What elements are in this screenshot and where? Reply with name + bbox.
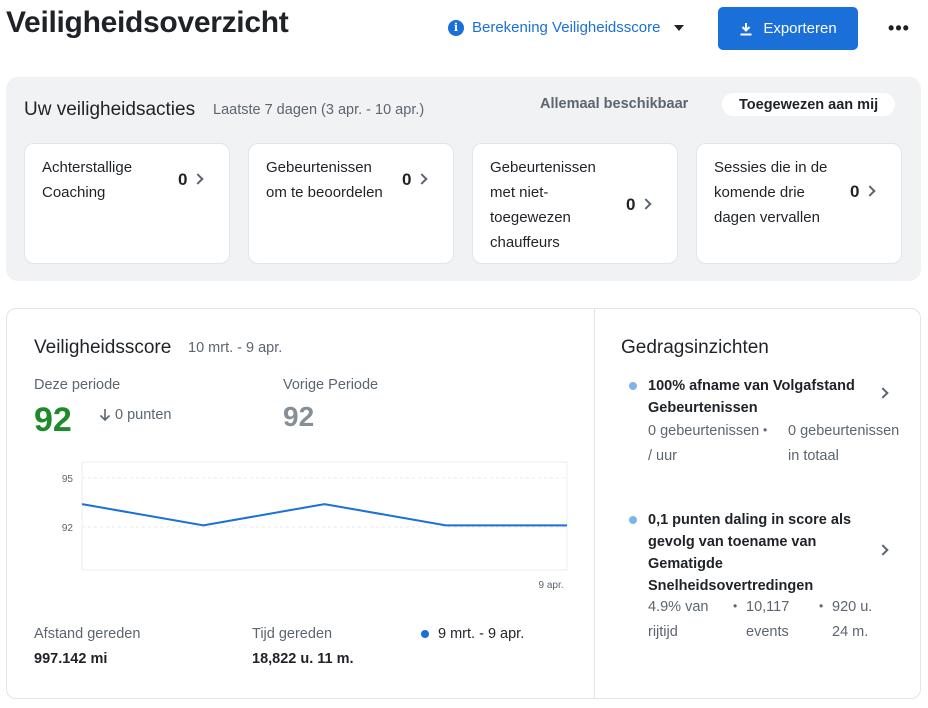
insight-stat: 4.9% van rijtijd (648, 599, 709, 640)
section-divider (594, 309, 595, 698)
this-period-score: 92 (34, 401, 72, 439)
insight-title: 100% afname van Volgafstand Gebeurteniss… (648, 378, 855, 416)
insight-stat: 0 gebeurtenissen / uur (648, 423, 760, 464)
distance-label: Afstand gereden (34, 626, 141, 642)
chevron-right-icon (877, 387, 889, 399)
filter-all-available[interactable]: Allemaal beschikbaar (540, 96, 689, 112)
separator-dot: • (763, 423, 768, 437)
calc-link-label: Berekening Veiligheidsscore (472, 19, 661, 36)
insight-title: 0,1 punten daling in score als gevolg va… (648, 512, 852, 594)
y-tick-label: 95 (62, 474, 74, 485)
previous-period-score: 92 (283, 401, 315, 432)
export-button[interactable]: Exporteren (718, 7, 858, 50)
filter-assigned-to-me[interactable]: Toegewezen aan mij (722, 93, 896, 116)
insight-bullet (629, 516, 637, 524)
action-card-count: 0 (850, 182, 860, 201)
action-card-count: 0 (626, 195, 636, 214)
chart-legend: 9 mrt. - 9 apr. (421, 626, 524, 642)
action-card-label: Achterstallige Coaching (42, 159, 133, 201)
chevron-right-icon (640, 198, 652, 210)
info-icon: i (448, 19, 464, 36)
action-card-overdue-coaching[interactable]: Achterstallige Coaching 0 (24, 143, 230, 264)
score-delta: 0 punten (98, 407, 171, 423)
actions-title: Uw veiligheidsacties (24, 99, 196, 120)
distance-value: 997.142 mi (34, 651, 108, 667)
insight-stat: 0 gebeurtenissen in totaal (788, 423, 900, 464)
safety-actions-panel: Uw veiligheidsacties Laatste 7 dagen (3 … (6, 77, 921, 281)
chevron-right-icon (877, 544, 889, 556)
time-driven-value: 18,822 u. 11 m. (252, 651, 354, 667)
y-tick-label: 92 (62, 523, 74, 534)
chevron-right-icon (192, 173, 204, 185)
safety-score-calculation-link[interactable]: i Berekening Veiligheidsscore (448, 19, 685, 36)
insight-item[interactable]: 100% afname van Volgafstand Gebeurteniss… (629, 375, 899, 495)
insight-stat: 10,117 events (746, 599, 790, 640)
score-title: Veiligheidsscore (34, 337, 172, 358)
insight-stat: 920 u. 24 m. (832, 599, 873, 640)
action-card-expiring-sessions[interactable]: Sessies die in de komende drie dagen ver… (696, 143, 902, 264)
insight-bullet (629, 382, 637, 390)
arrow-down-icon (99, 409, 111, 422)
action-card-count: 0 (402, 170, 412, 189)
separator-dot: • (819, 599, 824, 613)
legend-dot (421, 630, 429, 638)
time-driven-label: Tijd gereden (252, 626, 333, 642)
actions-range: Laatste 7 dagen (3 apr. - 10 apr.) (213, 102, 425, 118)
safety-score-section: Veiligheidsscore 10 mrt. - 9 apr. Deze p… (6, 308, 921, 699)
safety-score-chart: 95 92 9 apr. (62, 461, 568, 591)
action-card-events-to-review[interactable]: Gebeurtenissen om te beoordelen 0 (248, 143, 454, 264)
page-title: Veiligheidsoverzicht (6, 6, 289, 39)
download-icon (739, 22, 753, 36)
action-card-label: Sessies die in de komende drie dagen ver… (714, 159, 828, 226)
chevron-right-icon (864, 185, 876, 197)
separator-dot: • (733, 599, 738, 613)
series-line (81, 503, 567, 527)
caret-down-icon (674, 24, 685, 31)
legend-label: 9 mrt. - 9 apr. (438, 626, 525, 642)
chart-frame (81, 461, 568, 571)
score-delta-label: 0 punten (115, 407, 172, 423)
this-period-label: Deze periode (34, 377, 121, 393)
insight-item[interactable]: 0,1 punten daling in score als gevolg va… (629, 509, 899, 649)
action-card-unassigned-drivers[interactable]: Gebeurtenissen met niet-toegewezen chauf… (472, 143, 678, 264)
insights-title: Gedragsinzichten (621, 337, 769, 358)
x-tick-label: 9 apr. (538, 580, 563, 591)
export-button-label: Exporteren (763, 20, 837, 37)
action-card-label: Gebeurtenissen om te beoordelen (266, 159, 383, 201)
action-card-count: 0 (178, 170, 188, 189)
previous-period-label: Vorige Periode (283, 377, 379, 393)
score-range: 10 mrt. - 9 apr. (188, 340, 283, 356)
chevron-right-icon (416, 173, 428, 185)
action-card-label: Gebeurtenissen met niet-toegewezen chauf… (490, 159, 596, 251)
more-options-button[interactable]: ••• (888, 17, 910, 38)
